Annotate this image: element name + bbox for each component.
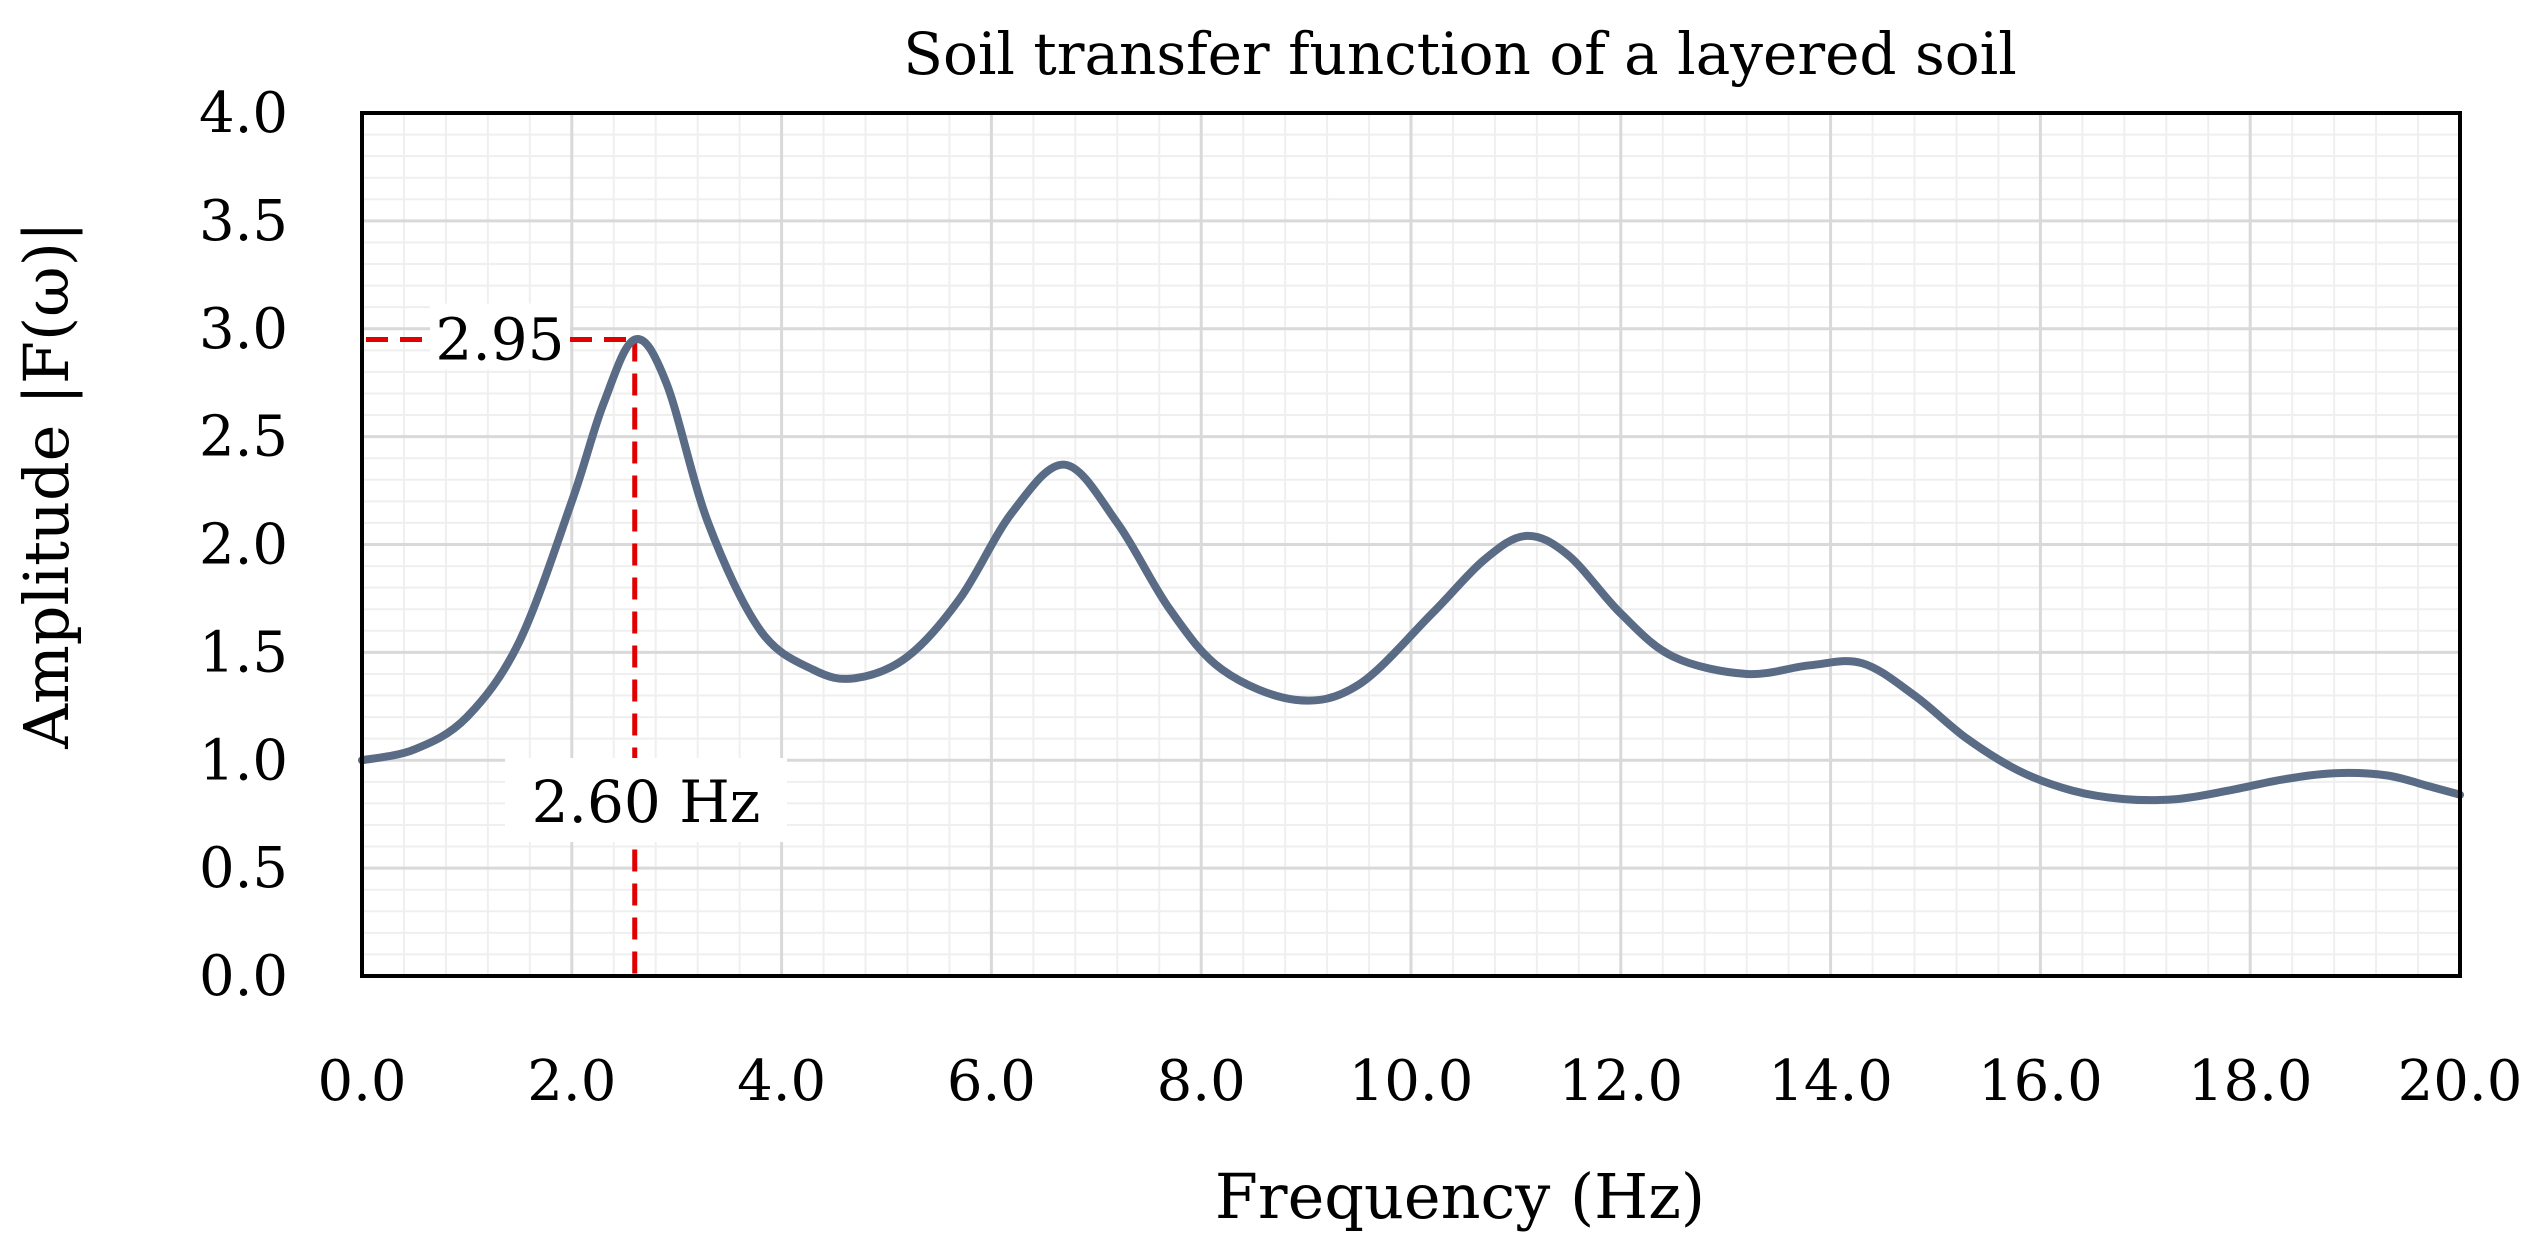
y-tick-label: 3.5 — [199, 189, 288, 254]
x-axis-label: Frequency (Hz) — [1215, 1160, 1705, 1233]
x-tick-label: 18.0 — [2188, 1049, 2313, 1114]
peak-frequency-label-bg — [505, 758, 787, 842]
x-tick-label: 20.0 — [2398, 1049, 2523, 1114]
x-tick-labels: 0.0 2.0 4.0 6.0 8.0 10.0 12.0 14.0 16.0 18.0 20.0 — [317, 1049, 2522, 1114]
peak-value-label: 2.95 — [435, 306, 564, 374]
x-tick-label: 2.0 — [527, 1049, 616, 1114]
x-tick-label: 16.0 — [1978, 1049, 2103, 1114]
y-tick-label: 1.5 — [199, 620, 288, 685]
series-line — [358, 335, 2464, 805]
x-tick-label: 14.0 — [1768, 1049, 1893, 1114]
y-tick-label: 0.0 — [199, 944, 288, 1009]
y-axis-label: Amplitude |F(ω)| — [10, 221, 83, 750]
y-tick-label: 0.5 — [199, 836, 288, 901]
plot-frame — [360, 111, 2462, 978]
y-tick-label: 2.0 — [199, 513, 288, 578]
x-tick-label: 8.0 — [1157, 1049, 1246, 1114]
chart-title: Soil transfer function of a layered soil — [903, 20, 2017, 88]
peak-marker-lines — [366, 337, 638, 976]
peak-frequency-label: 2.60 Hz — [532, 768, 761, 836]
y-tick-labels: 0.0 0.5 1.0 1.5 2.0 2.5 3.0 3.5 4.0 — [199, 81, 288, 1009]
x-tick-label: 12.0 — [1558, 1049, 1683, 1114]
y-tick-label: 3.0 — [199, 297, 288, 362]
x-tick-label: 6.0 — [947, 1049, 1036, 1114]
y-tick-label: 1.0 — [199, 728, 288, 793]
annotations: 2.95 2.60 Hz — [430, 303, 787, 842]
x-tick-label: 0.0 — [317, 1049, 406, 1114]
peak-value-label-bg — [430, 303, 570, 370]
y-tick-label: 2.5 — [199, 405, 288, 470]
x-tick-label: 10.0 — [1349, 1049, 1474, 1114]
y-tick-label: 4.0 — [199, 81, 288, 146]
x-tick-label: 4.0 — [737, 1049, 826, 1114]
